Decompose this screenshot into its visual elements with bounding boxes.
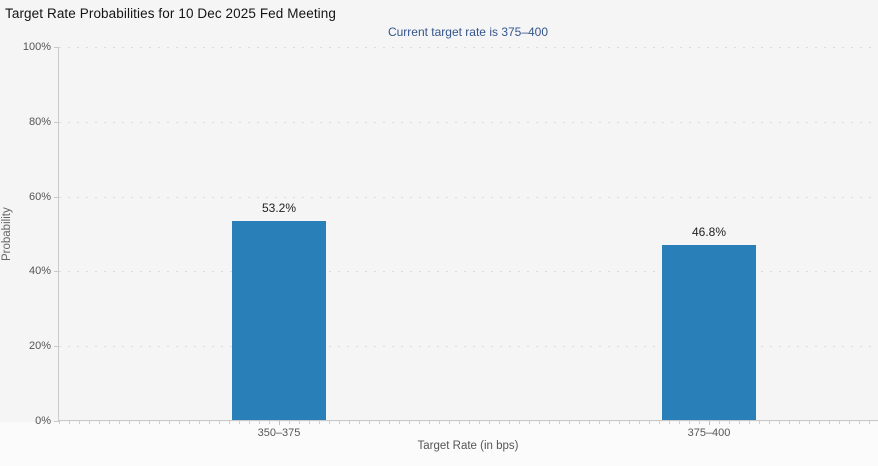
y-tick-mark-40 bbox=[54, 271, 59, 272]
y-tick-label-100: 100% bbox=[22, 41, 51, 53]
bar-350-375[interactable] bbox=[232, 221, 326, 420]
y-tick-label-40: 40% bbox=[28, 265, 51, 277]
bar-value-label: 46.8% bbox=[691, 225, 727, 239]
bar-375-400[interactable] bbox=[662, 245, 756, 420]
plot-area: 0% 20% 40% 60% 80% 100% 53.2% 350–375 46.8% 375–4… bbox=[23, 41, 878, 439]
gridline-80 bbox=[59, 122, 878, 123]
y-axis-title: Probability bbox=[1, 207, 13, 261]
y-tick-mark-60 bbox=[54, 197, 59, 198]
y-tick-label-80: 80% bbox=[28, 116, 51, 128]
x-tick-label: 375–400 bbox=[687, 427, 731, 439]
x-tick-label: 350–375 bbox=[257, 427, 301, 439]
x-tick-mark bbox=[709, 421, 710, 425]
gridline-60 bbox=[59, 197, 878, 198]
chart-subtitle: Current target rate is 375–400 bbox=[387, 25, 549, 39]
y-tick-label-20: 20% bbox=[28, 340, 51, 352]
y-tick-mark-0 bbox=[54, 421, 59, 422]
y-tick-mark-20 bbox=[54, 346, 59, 347]
gridline-100 bbox=[59, 47, 878, 48]
y-tick-label-60: 60% bbox=[28, 191, 51, 203]
gridline-20 bbox=[59, 346, 878, 347]
y-tick-mark-100 bbox=[54, 47, 59, 48]
y-tick-mark-80 bbox=[54, 122, 59, 123]
x-tick-mark bbox=[279, 421, 280, 425]
bar-value-label: 53.2% bbox=[261, 201, 297, 215]
x-axis-title: Target Rate (in bps) bbox=[417, 440, 519, 452]
chart-title: Target Rate Probabilities for 10 Dec 202… bbox=[5, 6, 336, 21]
gridline-40 bbox=[59, 271, 878, 272]
y-tick-label-0: 0% bbox=[35, 415, 51, 427]
x-axis-minor-ticks bbox=[59, 421, 878, 424]
